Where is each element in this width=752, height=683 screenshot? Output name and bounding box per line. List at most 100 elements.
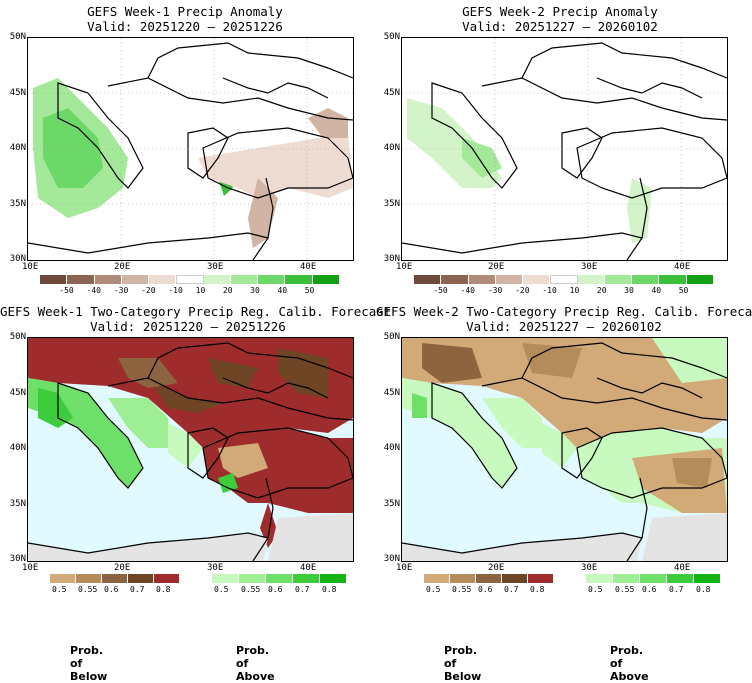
lat-label: 30N xyxy=(383,254,400,264)
panel-title: GEFS Week-1 Precip Anomaly xyxy=(87,4,283,19)
lon-label: 40E xyxy=(674,563,691,573)
panel-title: GEFS Week-1 Two-Category Precip Reg. Cal… xyxy=(0,304,392,319)
lat-label: 45N xyxy=(383,88,400,98)
colorbar-swatch xyxy=(468,275,496,284)
colorbar-label: -40 xyxy=(460,286,475,295)
colorbar-label: 40 xyxy=(277,286,288,295)
colorbar-label: 20 xyxy=(222,286,233,295)
lon-label: 10E xyxy=(22,262,39,272)
colorbar-swatch xyxy=(495,275,524,284)
below-colorbar: 0.5 0.55 0.6 0.7 0.8 xyxy=(50,574,180,598)
colorbar-label: 0.8 xyxy=(696,585,711,594)
colorbar-label: -30 xyxy=(487,286,503,295)
colorbar-label: 10 xyxy=(195,286,206,295)
colorbar-swatch xyxy=(414,275,442,284)
anomaly-colorbar: -50 -40 -30 -20 -10 10 20 30 40 50 xyxy=(40,275,340,299)
colorbar-swatch xyxy=(149,275,177,284)
map-week2-anomaly xyxy=(401,37,728,261)
colorbar-label: 0.5 xyxy=(588,585,603,594)
map-week2-prob xyxy=(401,337,728,562)
colorbar-label: 40 xyxy=(651,286,662,295)
colorbar-label: 0.6 xyxy=(642,585,657,594)
colorbar-swatch xyxy=(258,275,286,284)
colorbar-label: 0.5 xyxy=(52,585,67,594)
colorbar-label: 0.8 xyxy=(322,585,337,594)
panel-valid-dates: Valid: 20251220 – 20251226 xyxy=(87,19,283,34)
panel-title: GEFS Week-2 Two-Category Precip Reg. Cal… xyxy=(376,304,752,319)
below-prob-north xyxy=(28,338,353,448)
colorbar-label: -20 xyxy=(515,286,530,295)
lon-label: 40E xyxy=(674,262,691,272)
prob-map-graphic xyxy=(402,338,727,561)
colorbar-label: 50 xyxy=(304,286,315,295)
colorbar-swatch xyxy=(604,275,633,284)
lat-label: 50N xyxy=(383,32,400,42)
colorbar-label: -10 xyxy=(168,286,183,295)
no-forecast-area xyxy=(28,533,268,561)
colorbar-swatch xyxy=(312,275,340,284)
colorbar-label: 50 xyxy=(678,286,689,295)
above-prob-balkans xyxy=(482,398,542,448)
anomaly-map-graphic xyxy=(402,38,727,260)
colorbar-swatch xyxy=(659,275,687,284)
lat-label: 30N xyxy=(9,254,26,264)
panel-valid-dates: Valid: 20251227 – 20260102 xyxy=(462,19,658,34)
prob-below-legend: Prob. of Below xyxy=(444,644,482,683)
colorbar-swatch xyxy=(67,275,95,284)
wet-anomaly-levant xyxy=(627,178,652,243)
colorbar-swatch xyxy=(640,574,667,583)
colorbar-label: 0.7 xyxy=(130,585,145,594)
above-prob-italy xyxy=(402,378,517,488)
colorbar-swatch xyxy=(293,574,320,583)
lat-label: 50N xyxy=(9,332,26,342)
below-prob-north xyxy=(402,338,727,448)
map-week1-anomaly xyxy=(27,37,354,261)
lon-label: 30E xyxy=(207,262,224,272)
colorbar-swatch xyxy=(121,275,150,284)
colorbar-swatch xyxy=(424,574,450,583)
lat-label: 50N xyxy=(9,32,26,42)
lat-label: 30N xyxy=(383,554,400,564)
colorbar-label: 0.7 xyxy=(504,585,519,594)
colorbar-label: -10 xyxy=(542,286,557,295)
colorbar-label: 20 xyxy=(596,286,607,295)
colorbar-label: 0.55 xyxy=(452,585,472,594)
colorbar-label: -20 xyxy=(141,286,156,295)
colorbar-label: 0.8 xyxy=(156,585,171,594)
colorbar-label: 0.5 xyxy=(214,585,229,594)
colorbar-swatch xyxy=(239,574,266,583)
colorbar-label: 10 xyxy=(569,286,580,295)
colorbar-label: -30 xyxy=(113,286,129,295)
map-week1-prob xyxy=(27,337,354,562)
prob-above-legend: Prob. of Above xyxy=(236,644,275,683)
colorbar-label: 0.55 xyxy=(241,585,261,594)
lon-label: 20E xyxy=(488,563,505,573)
lat-label: 45N xyxy=(9,88,26,98)
colorbar-swatch xyxy=(450,574,476,583)
above-prob-balkans xyxy=(108,398,168,448)
panel-valid-dates: Valid: 20251227 – 20260102 xyxy=(466,319,662,334)
colorbar-label: 30 xyxy=(250,286,260,295)
lat-label: 30N xyxy=(9,554,26,564)
below-colorbar: 0.5 0.55 0.6 0.7 0.8 xyxy=(424,574,554,598)
colorbar-swatch xyxy=(128,574,154,583)
colorbar-label: 0.5 xyxy=(426,585,441,594)
lon-label: 40E xyxy=(300,262,317,272)
lat-label: 40N xyxy=(9,143,26,153)
lat-label: 40N xyxy=(383,443,400,453)
lat-label: 50N xyxy=(383,332,400,342)
lon-label: 40E xyxy=(300,563,317,573)
lon-label: 30E xyxy=(581,563,598,573)
colorbar-swatch xyxy=(613,574,640,583)
colorbar-label: 0.55 xyxy=(615,585,635,594)
colorbar-label: 0.6 xyxy=(268,585,283,594)
colorbar-label: 0.8 xyxy=(530,585,545,594)
colorbar-swatch xyxy=(632,275,660,284)
colorbar-label: 0.7 xyxy=(669,585,684,594)
panel-title: GEFS Week-2 Precip Anomaly xyxy=(462,4,658,19)
colorbar-swatch xyxy=(230,275,259,284)
colorbar-swatch xyxy=(102,574,128,583)
colorbar-swatch xyxy=(176,275,204,284)
colorbar-label: 0.55 xyxy=(78,585,98,594)
colorbar-swatch xyxy=(528,574,554,583)
